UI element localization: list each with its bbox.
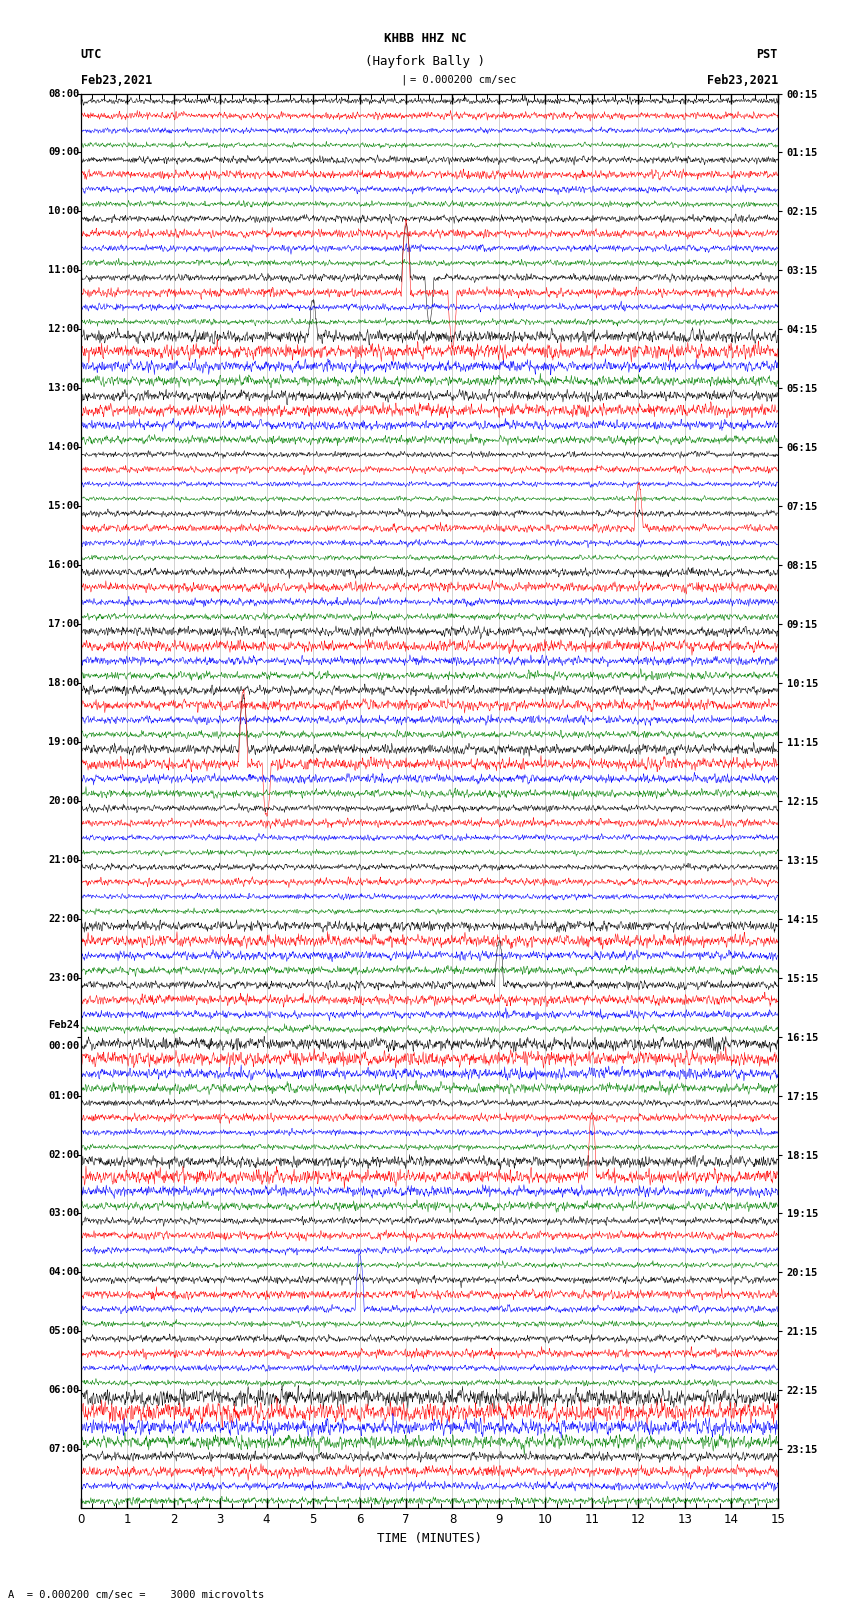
- Text: 20:00: 20:00: [48, 795, 79, 806]
- Text: 06:00: 06:00: [48, 1386, 79, 1395]
- Text: Feb23,2021: Feb23,2021: [706, 74, 778, 87]
- X-axis label: TIME (MINUTES): TIME (MINUTES): [377, 1532, 482, 1545]
- Text: 04:00: 04:00: [48, 1268, 79, 1277]
- Text: Feb23,2021: Feb23,2021: [81, 74, 152, 87]
- Text: 18:00: 18:00: [48, 677, 79, 689]
- Text: UTC: UTC: [81, 48, 102, 61]
- Text: 05:00: 05:00: [48, 1326, 79, 1336]
- Text: 09:00: 09:00: [48, 147, 79, 158]
- Text: 08:00: 08:00: [48, 89, 79, 98]
- Text: 17:00: 17:00: [48, 619, 79, 629]
- Text: (Hayfork Bally ): (Hayfork Bally ): [365, 55, 485, 68]
- Text: 11:00: 11:00: [48, 266, 79, 276]
- Text: 10:00: 10:00: [48, 206, 79, 216]
- Text: 02:00: 02:00: [48, 1150, 79, 1160]
- Text: KHBB HHZ NC: KHBB HHZ NC: [383, 32, 467, 45]
- Text: Feb24: Feb24: [48, 1019, 79, 1029]
- Text: PST: PST: [756, 48, 778, 61]
- Text: 21:00: 21:00: [48, 855, 79, 865]
- Text: 19:00: 19:00: [48, 737, 79, 747]
- Text: 14:00: 14:00: [48, 442, 79, 452]
- Text: 23:00: 23:00: [48, 973, 79, 982]
- Text: 15:00: 15:00: [48, 502, 79, 511]
- Text: |: |: [400, 74, 407, 85]
- Text: 07:00: 07:00: [48, 1444, 79, 1455]
- Text: 22:00: 22:00: [48, 913, 79, 924]
- Text: 03:00: 03:00: [48, 1208, 79, 1218]
- Text: 01:00: 01:00: [48, 1090, 79, 1100]
- Text: 13:00: 13:00: [48, 384, 79, 394]
- Text: 12:00: 12:00: [48, 324, 79, 334]
- Text: = 0.000200 cm/sec: = 0.000200 cm/sec: [410, 76, 516, 85]
- Text: 16:00: 16:00: [48, 560, 79, 569]
- Text: 00:00: 00:00: [48, 1040, 79, 1050]
- Text: A  = 0.000200 cm/sec =    3000 microvolts: A = 0.000200 cm/sec = 3000 microvolts: [8, 1590, 264, 1600]
